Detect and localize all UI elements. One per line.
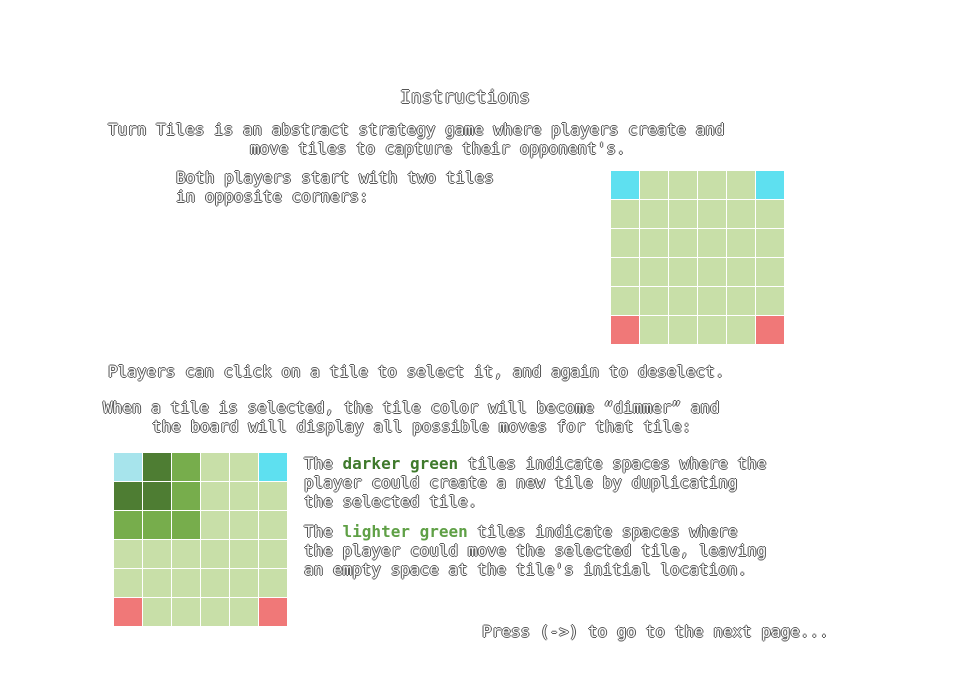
- board-cell: [143, 511, 171, 539]
- board-cell: [172, 511, 200, 539]
- board-cell: [698, 316, 726, 344]
- board-cell: [259, 453, 287, 481]
- board-cell: [201, 511, 229, 539]
- start-line-2: in opposite corners:: [176, 187, 369, 206]
- lighter-line-1: The lighter green tiles indicate spaces …: [304, 522, 737, 541]
- board-cell: [143, 482, 171, 510]
- board-cell: [114, 598, 142, 626]
- lighter-line-2: the player could move the selected tile,…: [304, 541, 767, 560]
- lighter-line-3: an empty space at the tile's initial loc…: [304, 560, 748, 579]
- board-cell: [201, 569, 229, 597]
- board-cell: [640, 287, 668, 315]
- board-cell: [611, 200, 639, 228]
- darker-line-1: The darker green tiles indicate spaces w…: [304, 454, 766, 473]
- darker-line-2: player could create a new tile by duplic…: [304, 473, 738, 492]
- board-cell: [230, 511, 258, 539]
- board-cell: [640, 316, 668, 344]
- click-instruction: Players can click on a tile to select it…: [108, 362, 725, 381]
- selected-line-1: When a tile is selected, the tile color …: [103, 398, 720, 417]
- lighter-post: tiles indicate spaces where: [467, 522, 738, 541]
- lighter-pre: The: [304, 522, 343, 541]
- board-cell: [611, 258, 639, 286]
- initial-board: [611, 171, 784, 344]
- board-cell: [114, 569, 142, 597]
- board-cell: [172, 598, 200, 626]
- board-cell: [756, 229, 784, 257]
- board-cell: [611, 229, 639, 257]
- board-cell: [727, 287, 755, 315]
- board-cell: [698, 171, 726, 199]
- board-cell: [611, 287, 639, 315]
- board-cell: [259, 540, 287, 568]
- board-cell: [727, 316, 755, 344]
- board-cell: [201, 540, 229, 568]
- intro-line-1: Turn Tiles is an abstract strategy game …: [108, 120, 725, 139]
- board-cell: [259, 569, 287, 597]
- board-cell: [143, 453, 171, 481]
- page-title: Instructions: [400, 87, 531, 108]
- board-cell: [201, 453, 229, 481]
- darker-green-label: darker green: [342, 454, 459, 473]
- board-cell: [727, 229, 755, 257]
- board-cell: [756, 287, 784, 315]
- board-cell: [114, 511, 142, 539]
- board-cell: [669, 171, 697, 199]
- board-cell: [669, 316, 697, 344]
- board-cell: [727, 200, 755, 228]
- board-cell: [756, 200, 784, 228]
- darker-pre: The: [304, 454, 343, 473]
- board-cell: [698, 200, 726, 228]
- board-cell: [669, 258, 697, 286]
- start-line-1: Both players start with two tiles: [176, 168, 494, 187]
- board-cell: [640, 171, 668, 199]
- darker-line-3: the selected tile.: [304, 492, 478, 511]
- board-cell: [640, 258, 668, 286]
- board-cell: [259, 482, 287, 510]
- board-cell: [756, 171, 784, 199]
- darker-post: tiles indicate spaces where the: [458, 454, 767, 473]
- board-cell: [172, 540, 200, 568]
- board-cell: [230, 540, 258, 568]
- board-cell: [698, 258, 726, 286]
- board-cell: [640, 200, 668, 228]
- board-cell: [230, 482, 258, 510]
- next-page-prompt: Press (->) to go to the next page...: [482, 622, 829, 641]
- board-cell: [172, 453, 200, 481]
- board-cell: [172, 482, 200, 510]
- selected-board: [114, 453, 287, 626]
- board-cell: [611, 171, 639, 199]
- board-cell: [143, 540, 171, 568]
- board-cell: [640, 229, 668, 257]
- board-cell: [201, 482, 229, 510]
- board-cell: [114, 540, 142, 568]
- board-cell: [698, 229, 726, 257]
- board-cell: [230, 598, 258, 626]
- board-cell: [727, 258, 755, 286]
- board-cell: [172, 569, 200, 597]
- board-cell: [669, 229, 697, 257]
- board-cell: [756, 316, 784, 344]
- board-cell: [259, 598, 287, 626]
- board-cell: [727, 171, 755, 199]
- board-cell: [201, 598, 229, 626]
- board-cell: [698, 287, 726, 315]
- board-cell: [259, 511, 287, 539]
- board-cell: [114, 482, 142, 510]
- board-cell: [669, 200, 697, 228]
- board-cell: [143, 598, 171, 626]
- board-cell: [756, 258, 784, 286]
- board-cell: [114, 453, 142, 481]
- board-cell: [143, 569, 171, 597]
- board-cell: [230, 453, 258, 481]
- selected-line-2: the board will display all possible move…: [152, 417, 692, 436]
- board-cell: [669, 287, 697, 315]
- board-cell: [611, 316, 639, 344]
- board-cell: [230, 569, 258, 597]
- lighter-green-label: lighter green: [342, 522, 468, 541]
- intro-line-2: move tiles to capture their opponent's.: [250, 139, 626, 158]
